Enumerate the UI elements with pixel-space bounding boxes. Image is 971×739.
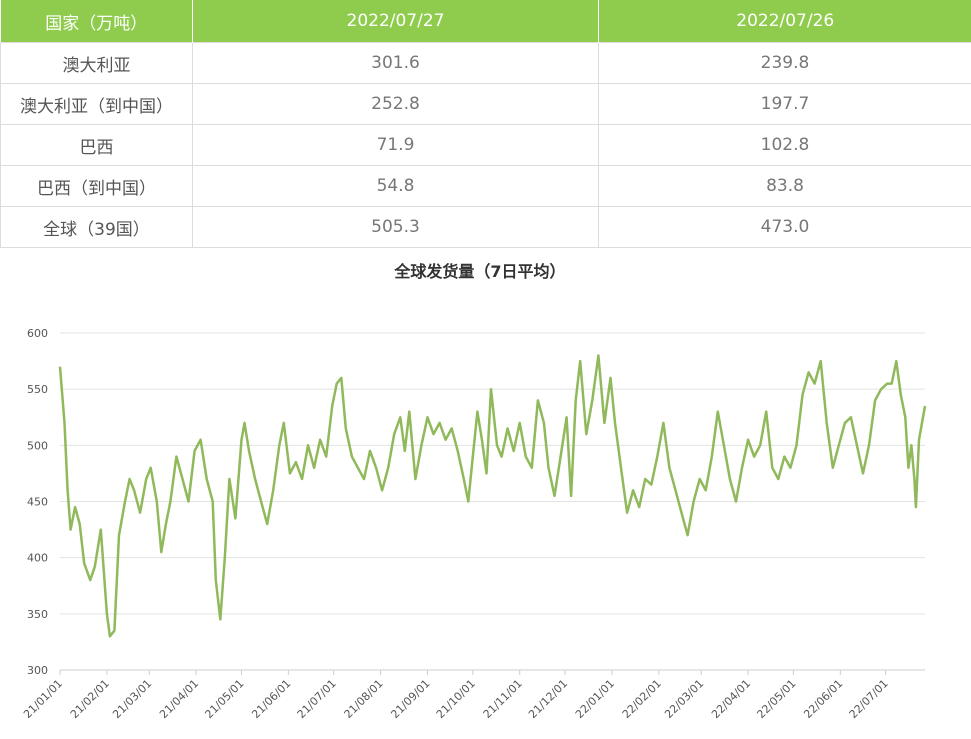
- row-value-2: 83.8: [598, 165, 971, 207]
- x-tick-label: 21/04/01: [157, 677, 201, 721]
- x-tick-label: 21/09/01: [388, 677, 432, 721]
- x-tick-label: 21/01/01: [21, 677, 65, 721]
- row-value-1: 301.6: [192, 42, 599, 84]
- row-value-2: 102.8: [598, 124, 971, 166]
- row-country: 巴西: [0, 124, 193, 166]
- x-tick-label: 22/01/01: [573, 677, 617, 721]
- table-header-row: 国家（万吨） 2022/07/27 2022/07/26: [0, 0, 971, 43]
- x-tick-label: 22/04/01: [709, 677, 753, 721]
- table-row: 巴西（到中国） 54.8 83.8: [0, 165, 971, 207]
- table-row: 澳大利亚 301.6 239.8: [0, 42, 971, 84]
- row-value-1: 252.8: [192, 83, 599, 125]
- series-layer: [58, 354, 927, 638]
- x-tick-label: 21/07/01: [295, 677, 339, 721]
- row-country: 澳大利亚（到中国）: [0, 83, 193, 125]
- table-row: 澳大利亚（到中国） 252.8 197.7: [0, 83, 971, 125]
- y-tick-label: 350: [27, 608, 48, 621]
- row-value-2: 239.8: [598, 42, 971, 84]
- row-country: 澳大利亚: [0, 42, 193, 84]
- x-tick-label: 22/07/01: [847, 677, 891, 721]
- x-tick-label: 22/02/01: [620, 677, 664, 721]
- shipment-line-chart: 全球发货量（7日平均） 300 350 400 450 500 550 600 21/01/…: [21, 262, 927, 721]
- row-value-1: 54.8: [192, 165, 599, 207]
- row-country: 巴西（到中国）: [0, 165, 193, 207]
- x-tick-label: 21/05/01: [202, 677, 246, 721]
- y-tick-label: 600: [27, 327, 48, 340]
- chart-title: 全球发货量（7日平均）: [393, 262, 565, 281]
- row-value-2: 197.7: [598, 83, 971, 125]
- y-tick-label: 450: [27, 496, 48, 509]
- x-tick-label: 22/06/01: [801, 677, 845, 721]
- x-tick-label: 21/08/01: [342, 677, 386, 721]
- row-value-2: 473.0: [598, 206, 971, 248]
- x-tick-label: 21/12/01: [526, 677, 570, 721]
- header-country: 国家（万吨）: [0, 0, 193, 43]
- x-tick-label: 21/10/01: [434, 677, 478, 721]
- x-tick-label: 21/11/01: [481, 677, 525, 721]
- y-tick-label: 400: [27, 552, 48, 565]
- y-tick-label: 550: [27, 383, 48, 396]
- x-tick-label: 21/02/01: [68, 677, 112, 721]
- shipment-table: 国家（万吨） 2022/07/27 2022/07/26 澳大利亚 301.6 …: [0, 0, 971, 248]
- row-value-1: 505.3: [192, 206, 599, 248]
- series-line: [58, 354, 927, 638]
- grid-lines: [60, 332, 925, 671]
- row-country: 全球（39国）: [0, 206, 193, 248]
- x-tick-label: 21/03/01: [110, 677, 154, 721]
- table-row: 全球（39国） 505.3 473.0: [0, 206, 971, 248]
- row-value-1: 71.9: [192, 124, 599, 166]
- x-tick-label: 22/05/01: [754, 677, 798, 721]
- y-tick-label: 500: [27, 439, 48, 452]
- x-tick-label: 21/06/01: [249, 677, 293, 721]
- header-date-1: 2022/07/27: [192, 0, 599, 43]
- y-tick-label: 300: [27, 664, 48, 677]
- y-axis-ticks: 300 350 400 450 500 550 600: [27, 327, 48, 677]
- x-tick-label: 22/03/01: [662, 677, 706, 721]
- table-row: 巴西 71.9 102.8: [0, 124, 971, 166]
- header-date-2: 2022/07/26: [598, 0, 971, 43]
